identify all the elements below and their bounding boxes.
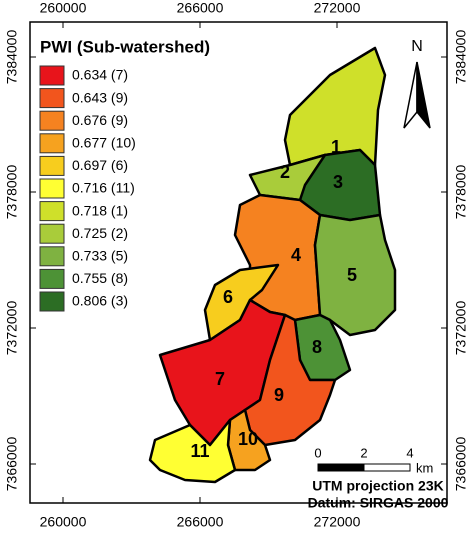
legend-swatch — [39, 65, 65, 86]
legend-label: 0.634 (7) — [72, 67, 128, 83]
scale-label: 0 — [314, 445, 321, 460]
y-tick-label: 7384000 — [453, 30, 469, 85]
legend-label: 0.677 (10) — [72, 135, 136, 151]
region-label: 2 — [280, 162, 290, 182]
x-tick-label: 260000 — [40, 0, 87, 16]
legend-swatch — [39, 178, 65, 199]
sub-watershed — [148, 418, 237, 484]
legend-swatch — [39, 201, 65, 222]
projection-note: UTM projection 23K — [312, 478, 443, 494]
region-label: 11 — [190, 441, 209, 461]
y-tick-label: 7366000 — [4, 437, 20, 492]
x-tick-label: 272000 — [314, 514, 361, 530]
y-tick-label: 7372000 — [453, 301, 469, 356]
north-arrow — [416, 61, 431, 129]
region-label: 4 — [291, 245, 301, 265]
scale-label: 4 — [406, 445, 413, 460]
legend-label: 0.697 (6) — [72, 157, 128, 173]
y-tick-label: 7384000 — [4, 30, 20, 85]
north-label: N — [411, 38, 423, 55]
region-label: 5 — [347, 265, 357, 285]
region-label: 10 — [238, 429, 258, 449]
legend-swatch — [39, 88, 65, 109]
legend-swatch — [39, 246, 65, 267]
x-tick-label: 272000 — [314, 0, 361, 16]
legend-label: 0.718 (1) — [72, 202, 128, 218]
legend-label: 0.716 (11) — [72, 180, 135, 196]
legend-label: 0.755 (8) — [72, 270, 128, 286]
x-tick-label: 266000 — [177, 514, 224, 530]
scale-unit: km — [416, 460, 433, 475]
legend-swatch — [39, 291, 65, 312]
sub-watershed — [243, 313, 337, 447]
region-label: 8 — [312, 337, 322, 357]
scale-bar — [317, 463, 365, 472]
legend-swatch — [39, 223, 65, 244]
sub-watershed — [313, 213, 397, 337]
legend-swatch — [39, 110, 65, 131]
legend-title: PWI (Sub-watershed) — [40, 37, 210, 56]
x-tick-label: 266000 — [177, 0, 224, 16]
region-label: 1 — [331, 137, 341, 157]
y-tick-label: 7366000 — [453, 437, 469, 492]
legend-swatch — [39, 133, 65, 154]
y-tick-label: 7372000 — [4, 301, 20, 356]
y-tick-label: 7378000 — [4, 165, 20, 220]
scale-label: 2 — [360, 445, 367, 460]
legend-label: 0.676 (9) — [72, 112, 128, 128]
region-label: 9 — [274, 385, 284, 405]
legend-swatch — [39, 268, 65, 289]
y-tick-label: 7378000 — [453, 165, 469, 220]
legend-swatch — [39, 155, 65, 176]
legend-label: 0.806 (3) — [72, 293, 128, 309]
region-label: 6 — [223, 287, 233, 307]
legend-label: 0.643 (9) — [72, 89, 128, 105]
region-label: 3 — [333, 172, 343, 192]
projection-note: Datum: SIRGAS 2000 — [308, 495, 449, 511]
legend-label: 0.725 (2) — [72, 225, 128, 241]
sub-watershed — [283, 46, 387, 167]
x-tick-label: 260000 — [40, 514, 87, 530]
region-label: 7 — [215, 369, 225, 389]
scale-bar — [363, 463, 411, 472]
legend-label: 0.733 (5) — [72, 248, 128, 264]
